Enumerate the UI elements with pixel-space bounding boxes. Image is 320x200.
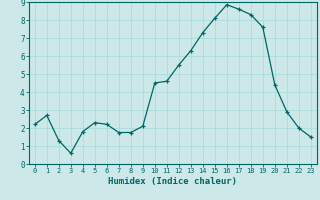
X-axis label: Humidex (Indice chaleur): Humidex (Indice chaleur)	[108, 177, 237, 186]
